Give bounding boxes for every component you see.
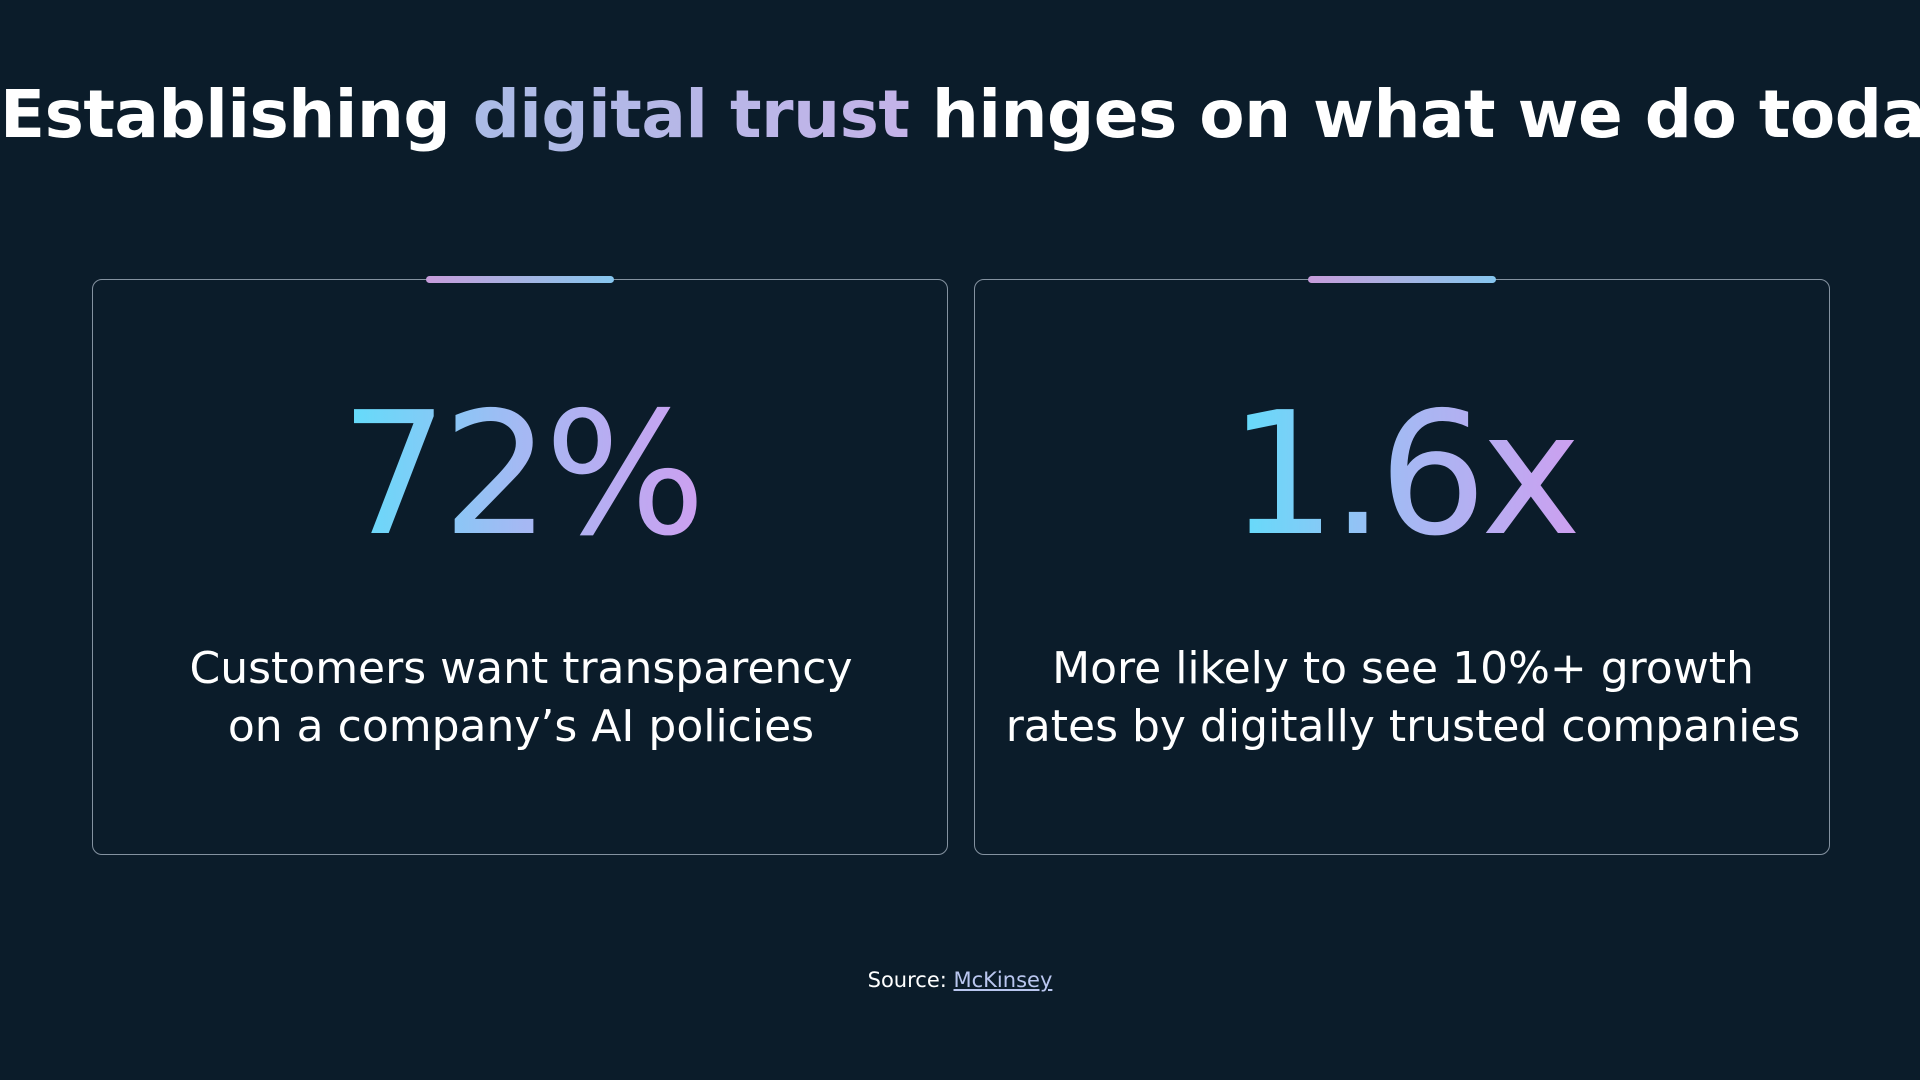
stat-description-line: on a company’s AI policies (227, 701, 815, 752)
title-prefix: Establishing (0, 76, 473, 153)
stat-value-text: 72% (328, 390, 712, 560)
card-accent-bar (426, 276, 614, 283)
stat-value: 72% (93, 390, 947, 560)
stat-description-line: rates by digitally trusted companies (1005, 701, 1801, 752)
stat-card-growth: 1.6x More likely to see 10%+ growth rate… (974, 276, 1830, 855)
stat-value: 1.6x (975, 390, 1829, 560)
title-highlight: digital trust (472, 76, 910, 153)
stat-value-text: 1.6x (1217, 390, 1588, 560)
source-label: Source: (867, 968, 954, 992)
stat-description: Customers want transparency on a company… (113, 640, 929, 756)
card-accent-bar (1308, 276, 1496, 283)
stat-description-line: Customers want transparency (189, 643, 853, 694)
source-note: Source: McKinsey (0, 968, 1920, 992)
stat-description-line: More likely to see 10%+ growth (1052, 643, 1754, 694)
source-link[interactable]: McKinsey (953, 968, 1053, 992)
title-suffix: hinges on what we do today (909, 76, 1920, 153)
stat-card-transparency: 72% Customers want transparency on a com… (92, 276, 948, 855)
stat-description: More likely to see 10%+ growth rates by … (995, 640, 1811, 756)
page-title: Establishing digital trust hinges on wha… (0, 76, 1920, 153)
